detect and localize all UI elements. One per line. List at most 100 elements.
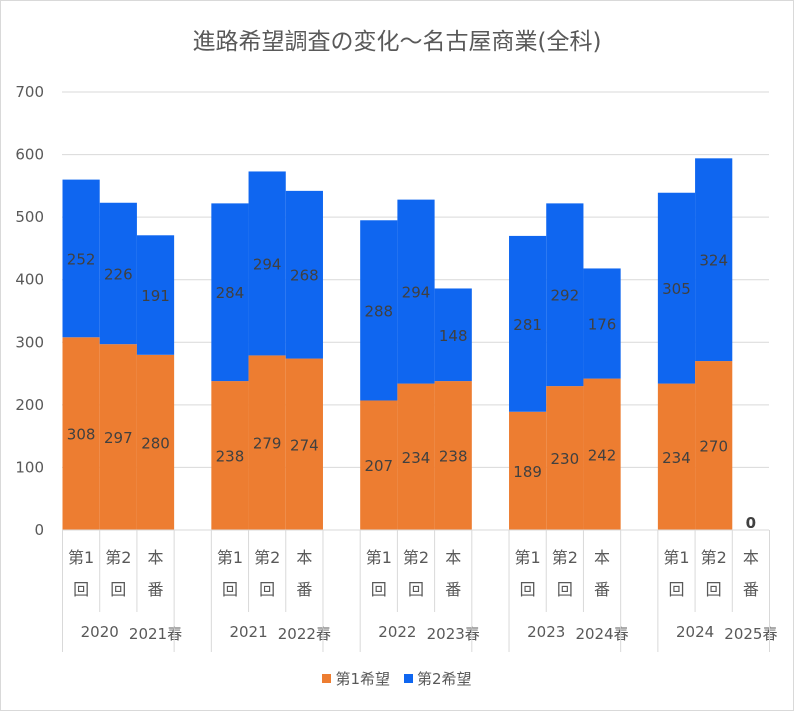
bar-second-hope — [695, 158, 733, 362]
x-tick-label-line1: 第2 — [105, 548, 131, 567]
bar-first-hope — [62, 337, 100, 530]
data-label-second: 294 — [253, 255, 282, 273]
x-tick-label-line1: 第2 — [254, 548, 280, 567]
data-label-first: 270 — [699, 438, 728, 456]
x-tick-label-line2: 番 — [296, 580, 312, 599]
y-tick-label: 500 — [15, 208, 44, 226]
x-exam-label: 2021春 — [129, 625, 182, 643]
bar-second-hope — [546, 203, 584, 387]
y-tick-label: 600 — [15, 146, 44, 164]
bar-second-hope — [583, 268, 621, 379]
x-tick-label-line2: 回 — [706, 580, 722, 599]
data-label-second: 292 — [551, 287, 580, 305]
legend-swatch-first — [322, 674, 332, 683]
bar-first-hope — [657, 383, 696, 530]
data-label-second: 176 — [588, 316, 617, 334]
data-label-first: 234 — [662, 449, 691, 467]
bar-first-hope — [136, 354, 175, 530]
data-label-first: 189 — [513, 463, 542, 481]
data-label-second: 268 — [290, 267, 319, 285]
data-label-second: 148 — [439, 327, 468, 345]
bar-first-hope — [211, 381, 249, 530]
legend-item-second: 第2希望 — [404, 668, 472, 689]
bar-second-hope — [434, 288, 472, 382]
bar-second-hope — [285, 190, 323, 359]
y-tick-label: 700 — [15, 83, 44, 101]
bar-first-hope — [546, 386, 584, 530]
bar-first-hope — [434, 381, 472, 530]
x-tick-label-line2: 回 — [110, 580, 126, 599]
bar-second-hope — [99, 202, 137, 345]
x-tick-label-line1: 本 — [296, 548, 312, 567]
x-tick-label-line2: 番 — [743, 580, 759, 599]
x-tick-label-line1: 本 — [743, 548, 759, 567]
legend-swatch-second — [404, 674, 413, 683]
y-tick-label: 400 — [15, 271, 44, 289]
bar-first-hope — [99, 344, 137, 530]
y-tick-label: 300 — [15, 333, 44, 351]
bar-first-hope — [397, 383, 435, 530]
bar-second-hope — [136, 235, 175, 355]
x-tick-label-line1: 第2 — [403, 548, 429, 567]
data-label-first: 308 — [67, 426, 96, 444]
x-tick-label-line1: 第1 — [366, 548, 392, 567]
x-year-label: 2023 — [527, 623, 565, 641]
y-tick-label: 0 — [34, 521, 44, 539]
data-label-first: 238 — [216, 448, 245, 466]
data-label-second: 284 — [216, 284, 245, 302]
bar-first-hope — [695, 361, 733, 530]
bar-second-hope — [360, 220, 398, 401]
bar-first-hope — [583, 378, 621, 530]
x-year-label: 2020 — [81, 623, 119, 641]
bar-second-hope — [397, 199, 435, 384]
x-tick-label-line1: 第1 — [68, 548, 94, 567]
legend-item-first: 第1希望 — [322, 668, 390, 689]
x-tick-label-line2: 番 — [148, 580, 164, 599]
x-tick-label-line1: 第2 — [701, 548, 727, 567]
x-exam-label: 2022春 — [278, 625, 331, 643]
x-tick-label-line2: 回 — [557, 580, 573, 599]
data-label-first: 238 — [439, 448, 468, 466]
x-exam-label: 2023春 — [427, 625, 480, 643]
data-label-second: 281 — [513, 316, 542, 334]
x-tick-label-line2: 番 — [445, 580, 461, 599]
x-tick-label-line1: 本 — [148, 548, 164, 567]
data-label-second: 324 — [699, 252, 728, 270]
bar-second-hope — [211, 203, 249, 382]
x-year-label: 2022 — [378, 623, 416, 641]
data-label-second: 226 — [104, 265, 133, 283]
data-label-first: 297 — [104, 429, 133, 447]
data-label-first: 274 — [290, 436, 319, 454]
y-tick-label: 100 — [15, 458, 44, 476]
bar-second-hope — [248, 171, 286, 356]
data-label-second: 252 — [67, 250, 96, 268]
x-tick-label-line1: 第1 — [515, 548, 541, 567]
legend: 第1希望 第2希望 — [0, 668, 794, 689]
bar-first-hope — [509, 411, 547, 530]
bar-second-hope — [509, 235, 547, 412]
data-label-first: 242 — [588, 446, 617, 464]
x-year-label: 2024 — [676, 623, 714, 641]
data-label-first: 230 — [551, 450, 580, 468]
x-tick-label-line2: 回 — [408, 580, 424, 599]
data-label-second: 191 — [141, 287, 170, 305]
x-tick-label-line1: 第1 — [217, 548, 243, 567]
x-tick-label-line1: 本 — [594, 548, 610, 567]
x-tick-label-line2: 回 — [222, 580, 238, 599]
data-label-second: 305 — [662, 280, 691, 298]
data-label-second: 294 — [402, 284, 431, 302]
bar-first-hope — [248, 355, 286, 530]
x-year-label: 2021 — [229, 623, 267, 641]
x-tick-label-line1: 第1 — [663, 548, 689, 567]
x-tick-label-line1: 本 — [445, 548, 461, 567]
x-tick-label-line1: 第2 — [552, 548, 578, 567]
bar-first-hope — [285, 358, 323, 530]
y-tick-label: 200 — [15, 396, 44, 414]
x-tick-label-line2: 回 — [73, 580, 89, 599]
x-tick-label-line2: 回 — [520, 580, 536, 599]
x-tick-label-line2: 回 — [668, 580, 684, 599]
chart-title: 進路希望調査の変化～名古屋商業(全科) — [192, 29, 602, 55]
data-label-first: 279 — [253, 435, 282, 453]
data-label-first: 234 — [402, 449, 431, 467]
